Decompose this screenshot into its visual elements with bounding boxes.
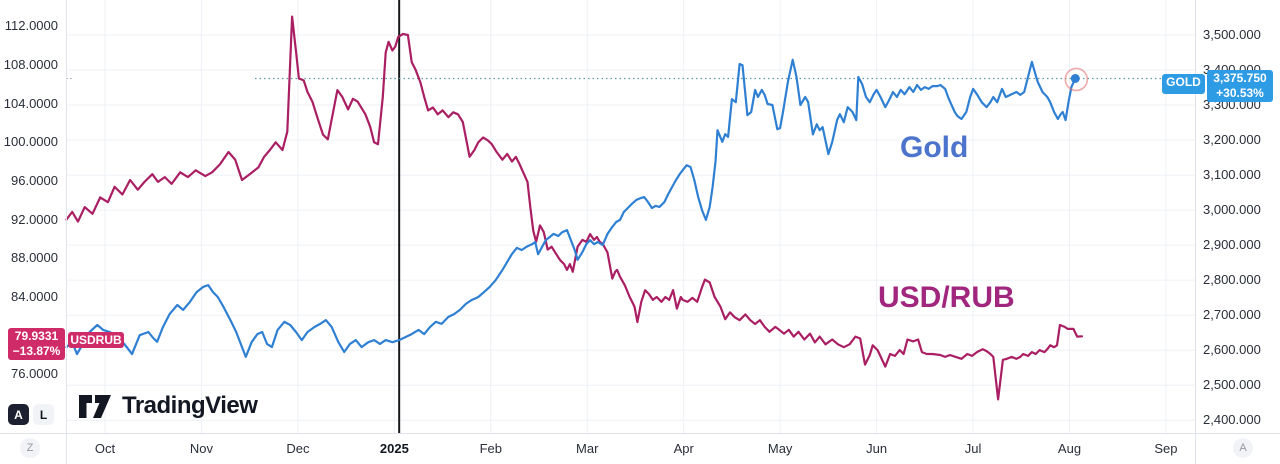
left-axis-tick: 96.0000 bbox=[11, 172, 58, 188]
left-axis-tick: 108.0000 bbox=[3, 56, 58, 72]
time-axis-tick: Nov bbox=[189, 441, 213, 456]
time-axis-tick: Aug bbox=[1057, 441, 1082, 456]
usdrub-series-label: USD/RUB bbox=[878, 281, 1015, 314]
tradingview-logo-icon bbox=[79, 394, 111, 418]
timezone-button[interactable]: Z bbox=[20, 438, 40, 458]
left-axis-tick: 88.0000 bbox=[11, 250, 58, 266]
right-axis-tick: 3,500.000 bbox=[1203, 26, 1261, 42]
gold-change-value: +30.53% bbox=[1216, 86, 1264, 101]
gold-price-label: 3,375.750 +30.53% bbox=[1207, 70, 1273, 103]
usdrub-price-value: 79.9331 bbox=[14, 329, 59, 344]
gold-price-value: 3,375.750 bbox=[1213, 71, 1267, 86]
time-axis-tick: May bbox=[767, 441, 793, 456]
gold-last-value-dot bbox=[1070, 73, 1080, 83]
left-axis-tick: 76.0000 bbox=[11, 366, 58, 382]
right-axis-tick: 2,500.000 bbox=[1203, 377, 1261, 393]
left-axis-tick: 92.0000 bbox=[11, 211, 58, 227]
time-axis-settings-button[interactable]: A bbox=[1233, 438, 1253, 458]
time-axis-tick: Jun bbox=[866, 441, 888, 456]
time-axis-tick: Sep bbox=[1154, 441, 1178, 456]
right-axis-tick: 3,200.000 bbox=[1203, 132, 1261, 148]
gold-symbol-tag: GOLD bbox=[1162, 74, 1205, 95]
left-axis-tick: 104.0000 bbox=[3, 95, 58, 111]
right-axis-tick: 2,400.000 bbox=[1203, 412, 1261, 428]
log-scale-button[interactable]: L bbox=[33, 404, 54, 425]
gold-series-label: Gold bbox=[900, 131, 969, 164]
usdrub-price-label: 79.9331 −13.87% bbox=[8, 328, 65, 361]
left-axis-tick: 84.0000 bbox=[11, 288, 58, 304]
left-scale-border bbox=[66, 0, 67, 464]
time-scale-border bbox=[0, 433, 1280, 434]
left-axis-tick: 112.0000 bbox=[4, 18, 58, 34]
right-scale-border bbox=[1195, 0, 1196, 464]
time-axis-tick: Oct bbox=[94, 441, 116, 456]
time-axis-tick: Jul bbox=[964, 441, 982, 456]
usdrub-series-line[interactable] bbox=[65, 15, 1084, 401]
right-axis-tick: 2,800.000 bbox=[1203, 272, 1261, 288]
right-axis-tick: 2,900.000 bbox=[1203, 237, 1261, 253]
left-axis-tick: 100.0000 bbox=[3, 134, 58, 150]
right-axis-tick: 2,600.000 bbox=[1203, 342, 1261, 358]
right-axis-tick: 3,000.000 bbox=[1203, 202, 1261, 218]
time-axis-tick: Dec bbox=[286, 441, 310, 456]
time-axis-tick: 2025 bbox=[379, 441, 409, 456]
usdrub-change-value: −13.87% bbox=[12, 344, 61, 359]
usdrub-symbol-tag: USDRUB bbox=[68, 332, 124, 349]
time-axis-tick: Mar bbox=[576, 441, 599, 456]
auto-scale-button[interactable]: A bbox=[8, 404, 29, 425]
time-axis-tick: Feb bbox=[479, 441, 502, 456]
time-axis-tick: Apr bbox=[673, 441, 694, 456]
tradingview-logo[interactable]: TradingView bbox=[78, 392, 258, 420]
right-axis-tick: 2,700.000 bbox=[1203, 307, 1261, 323]
tradingview-logo-text: TradingView bbox=[122, 392, 258, 419]
gold-last-value-ring bbox=[1064, 67, 1089, 92]
gold-series-line[interactable] bbox=[65, 58, 1077, 358]
right-axis-tick: 3,100.000 bbox=[1203, 167, 1261, 183]
